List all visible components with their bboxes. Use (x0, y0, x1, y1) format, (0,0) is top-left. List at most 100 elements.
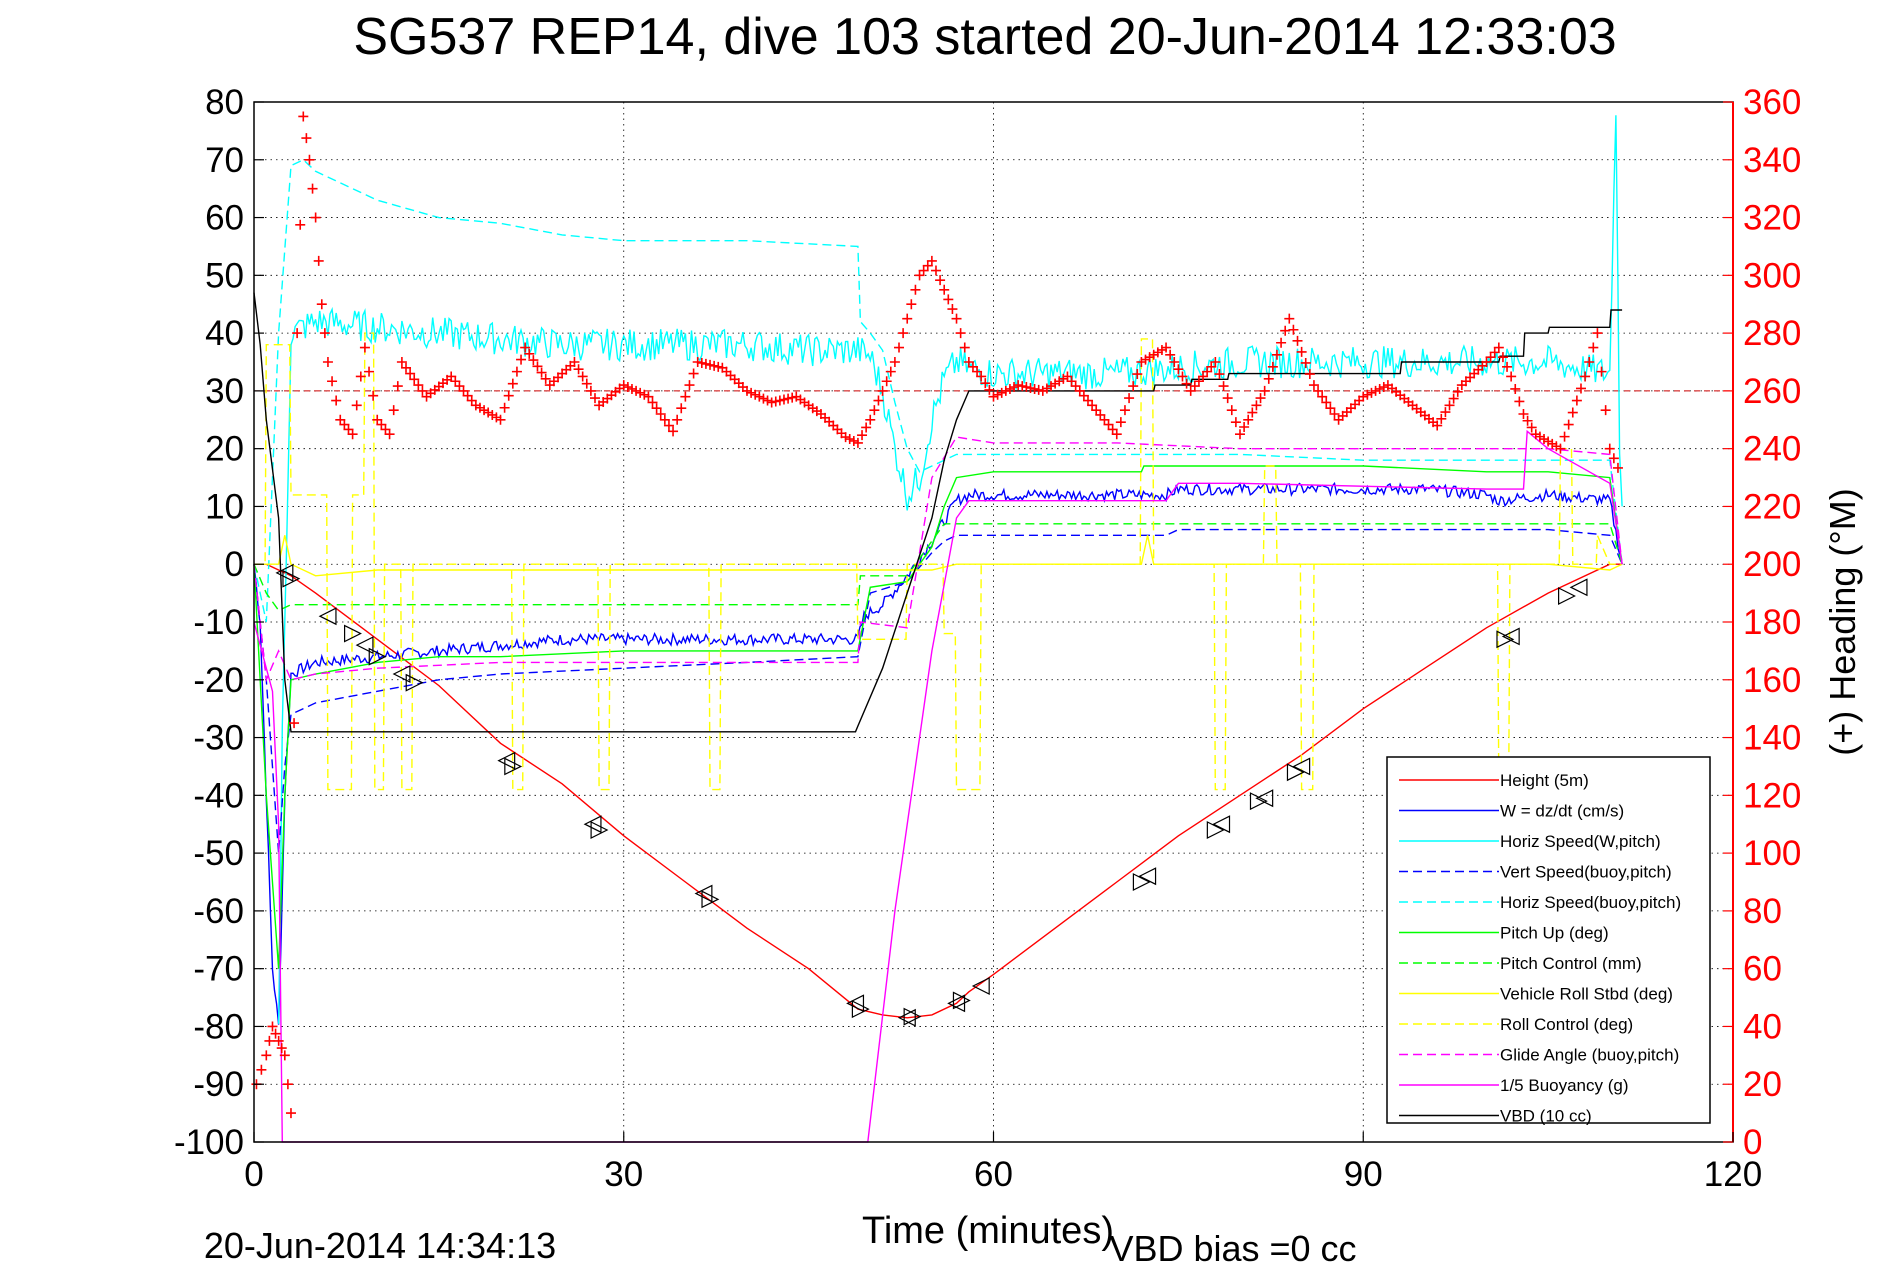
heading-point (307, 183, 318, 194)
footer-timestamp: 20-Jun-2014 14:34:13 (204, 1225, 556, 1262)
x-tick-label: 0 (244, 1155, 263, 1194)
heading-point (861, 422, 872, 433)
legend-label: 1/5 Buoyancy (g) (1500, 1076, 1629, 1095)
heading-point (1132, 369, 1143, 380)
heading-point (951, 313, 962, 324)
heading-point (955, 328, 966, 339)
heading-point (1284, 313, 1295, 324)
heading-point (1321, 397, 1332, 408)
y-tick-label: 30 (205, 372, 244, 411)
y-tick-label: -30 (193, 719, 244, 758)
heading-point (1255, 393, 1266, 404)
heading-point (1169, 357, 1180, 367)
heading-point (688, 368, 699, 379)
heading-point (322, 357, 333, 367)
y-tick-label: 80 (205, 83, 244, 122)
heading-point (926, 255, 937, 266)
heading-point (1567, 407, 1578, 418)
heading-point (396, 357, 407, 367)
dive-marker-triangle (282, 569, 301, 588)
right-tick-label: 60 (1743, 950, 1782, 989)
legend-box (1386, 756, 1711, 1124)
heading-point (261, 1050, 272, 1061)
x-axis-label: Time (minutes) (862, 1210, 1114, 1252)
heading-point (1612, 462, 1623, 473)
heading-point (984, 384, 995, 395)
dive-marker-triangle (971, 977, 990, 995)
dive-marker-triangle (1212, 815, 1231, 834)
heading-point (877, 385, 888, 396)
heading-point (1571, 395, 1582, 406)
heading-point (1596, 366, 1607, 377)
heading-point (536, 367, 547, 378)
heading-point (1600, 405, 1611, 416)
right-tick-label: 280 (1743, 314, 1801, 353)
heading-point (1243, 414, 1254, 425)
dive-marker-triangle (1501, 627, 1520, 646)
heading-point (256, 1064, 267, 1075)
legend-label: Horiz Speed(W,pitch) (1500, 832, 1661, 851)
heading-point (647, 397, 658, 408)
right-tick-label: 300 (1743, 256, 1801, 295)
heading-point (364, 366, 375, 377)
dive-marker-triangle (405, 673, 424, 692)
heading-point (1502, 361, 1513, 372)
heading-point (392, 381, 403, 392)
heading-point (347, 429, 358, 440)
legend-label: Glide Angle (buoy,pitch) (1500, 1046, 1679, 1065)
series-line (253, 429, 1623, 1143)
dive-marker-triangle (590, 821, 609, 839)
heading-point (980, 378, 991, 389)
heading-point (1436, 413, 1447, 424)
heading-point (1304, 369, 1315, 380)
heading-point (292, 328, 303, 339)
x-tick-label: 90 (1344, 1155, 1383, 1194)
heading-point (301, 133, 312, 144)
legend-label: Vehicle Roll Stbd (deg) (1500, 985, 1673, 1004)
legend-label: W = dz/dt (cm/s) (1500, 802, 1624, 821)
y-tick-label: 10 (205, 487, 244, 526)
heading-point (1161, 342, 1172, 353)
heading-point (1173, 364, 1184, 375)
heading-point (857, 430, 868, 441)
heading-point (676, 403, 687, 414)
legend-label: Roll Control (deg) (1500, 1015, 1633, 1034)
heading-point (898, 328, 909, 339)
series-line (277, 115, 1623, 1024)
heading-point (417, 385, 428, 396)
heading-point (659, 414, 670, 425)
heading-point (1325, 403, 1336, 414)
right-axis-label: (+) Heading (°M) (1822, 488, 1863, 755)
heading-point (520, 342, 531, 353)
heading-point (1300, 357, 1311, 368)
heading-point (409, 374, 420, 385)
heading-point (1440, 407, 1451, 418)
heading-point (1608, 453, 1619, 464)
dive-marker-triangle (1138, 867, 1157, 886)
dive-marker-triangle (897, 1008, 916, 1027)
heading-point (401, 362, 412, 373)
heading-point (327, 376, 338, 387)
dive-marker-triangle (1292, 757, 1311, 776)
dive-marker-triangle (504, 757, 523, 776)
heading-point (1218, 381, 1229, 392)
y-tick-label: 0 (225, 545, 244, 584)
heading-point (885, 366, 896, 377)
heading-point (910, 284, 921, 295)
heading-point (1181, 378, 1192, 389)
heading-point (869, 405, 880, 416)
heading-point (865, 414, 876, 425)
heading-point (1280, 325, 1291, 336)
heading-point (1235, 429, 1245, 440)
heading-point (1526, 422, 1537, 433)
heading-point (532, 361, 543, 372)
heading-point (1444, 400, 1455, 411)
heading-point (331, 395, 342, 406)
series-line (253, 436, 1623, 683)
heading-point (1251, 400, 1262, 411)
heading-point (1329, 409, 1340, 419)
heading-point (655, 409, 666, 419)
right-tick-label: 180 (1743, 603, 1801, 642)
heading-point (672, 414, 683, 425)
right-tick-label: 200 (1743, 545, 1801, 584)
